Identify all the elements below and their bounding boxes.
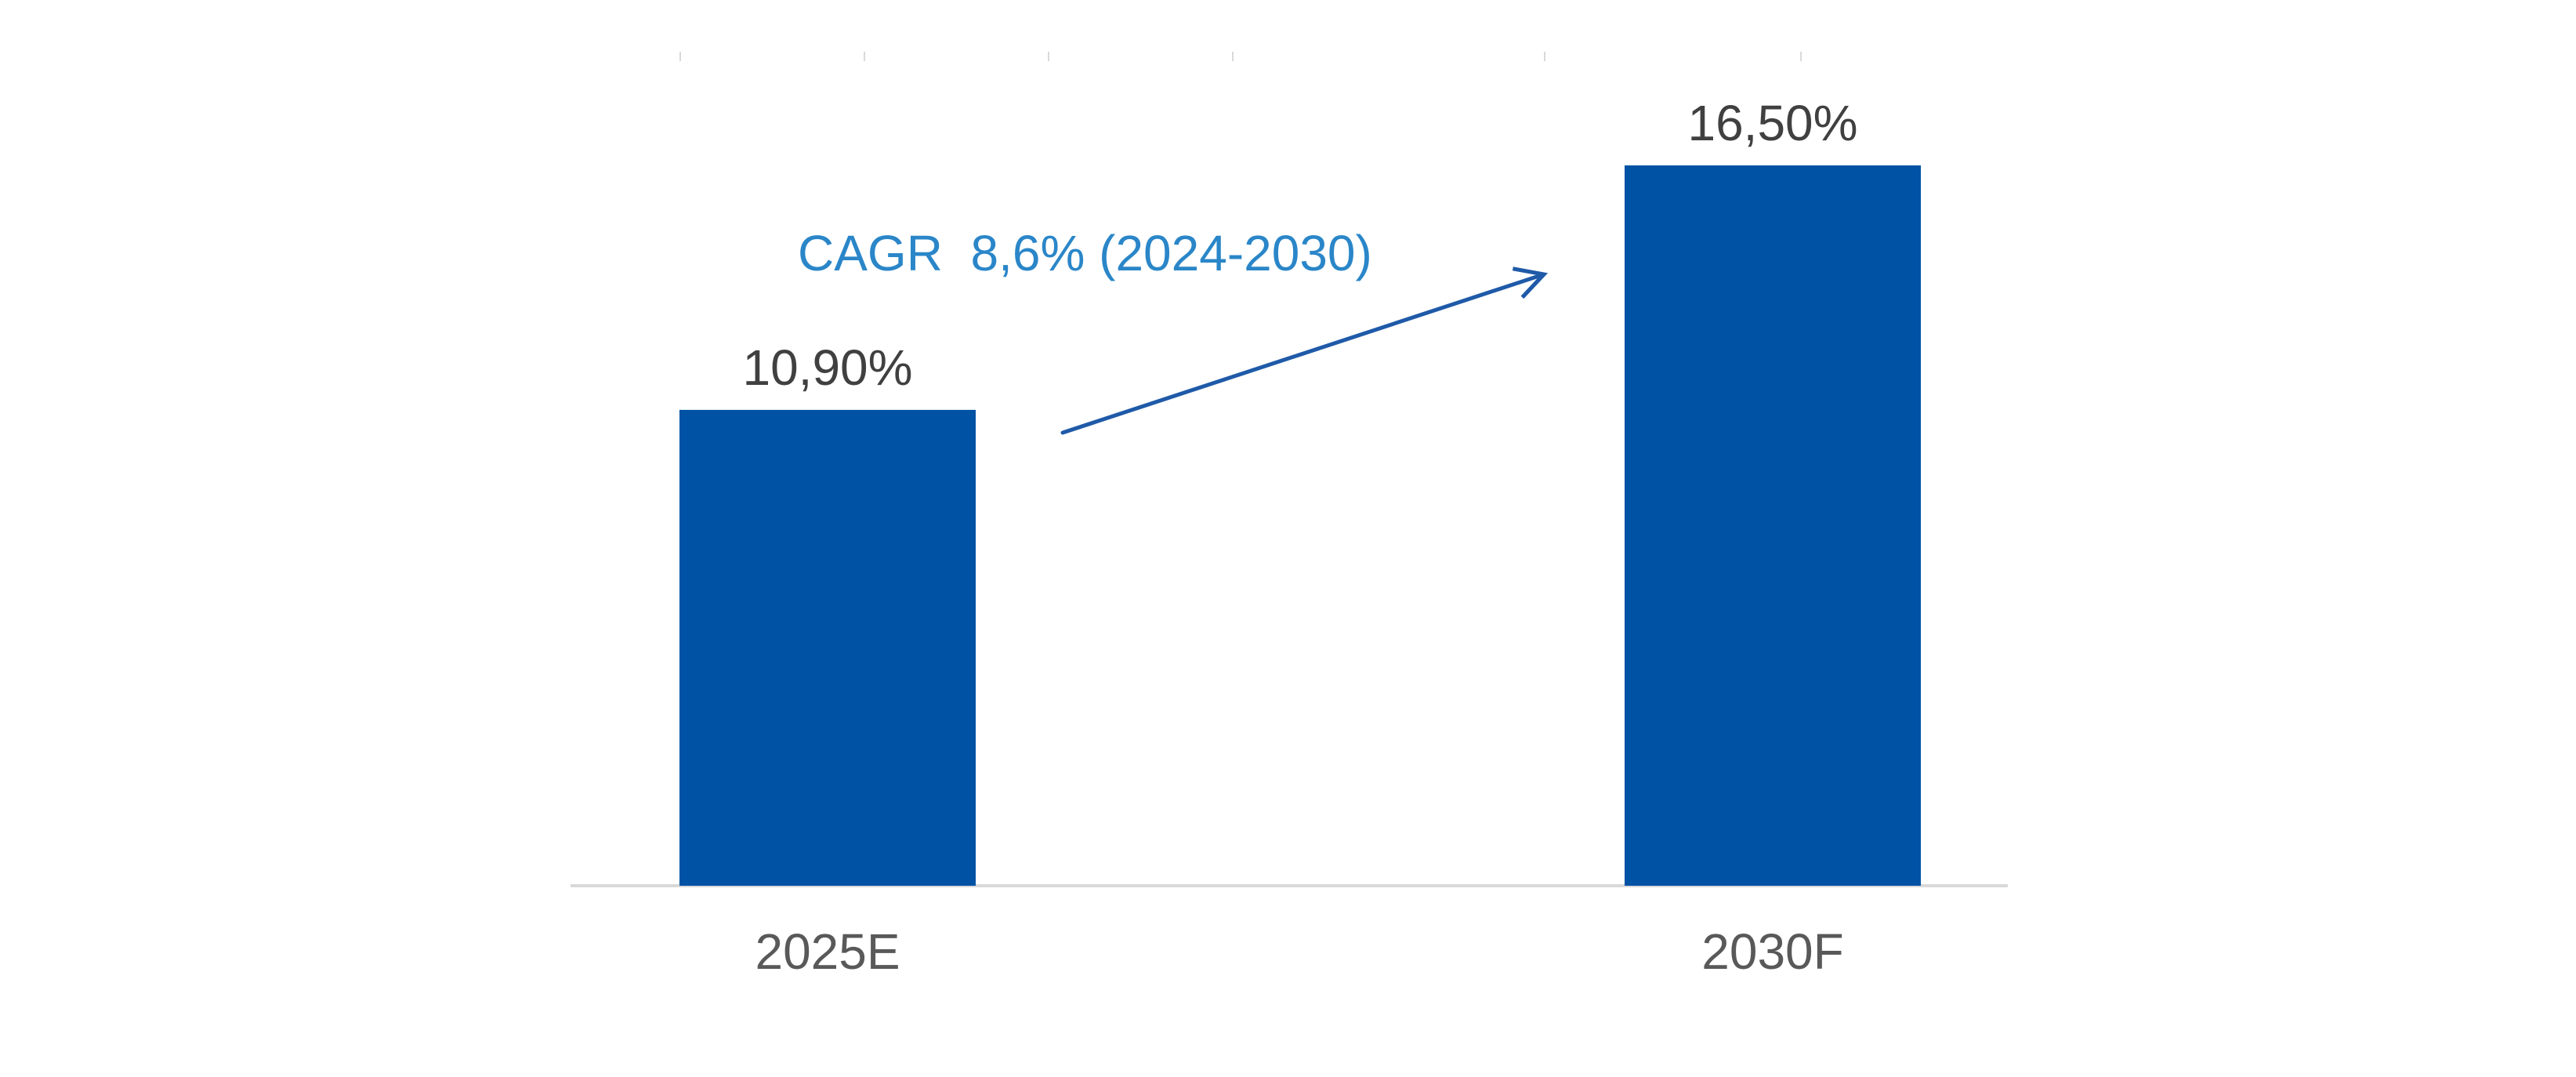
- bar-2030f: [1625, 165, 1921, 886]
- cagr-arrow: [1060, 267, 1549, 435]
- category-labels-group: 2025E 2030F: [755, 923, 1843, 980]
- cagr-annotation: CAGR 8,6% (2024-2030): [798, 225, 1372, 281]
- value-label: 16,50%: [1687, 95, 1857, 151]
- category-label: 2025E: [755, 923, 900, 980]
- value-labels-group: 10,90% 16,50%: [742, 95, 1857, 396]
- bars-group: [679, 165, 1921, 886]
- bar-2025e: [679, 409, 976, 886]
- value-label: 10,90%: [742, 339, 912, 396]
- category-label: 2030F: [1701, 923, 1843, 980]
- top-tick-marks: [679, 52, 1802, 61]
